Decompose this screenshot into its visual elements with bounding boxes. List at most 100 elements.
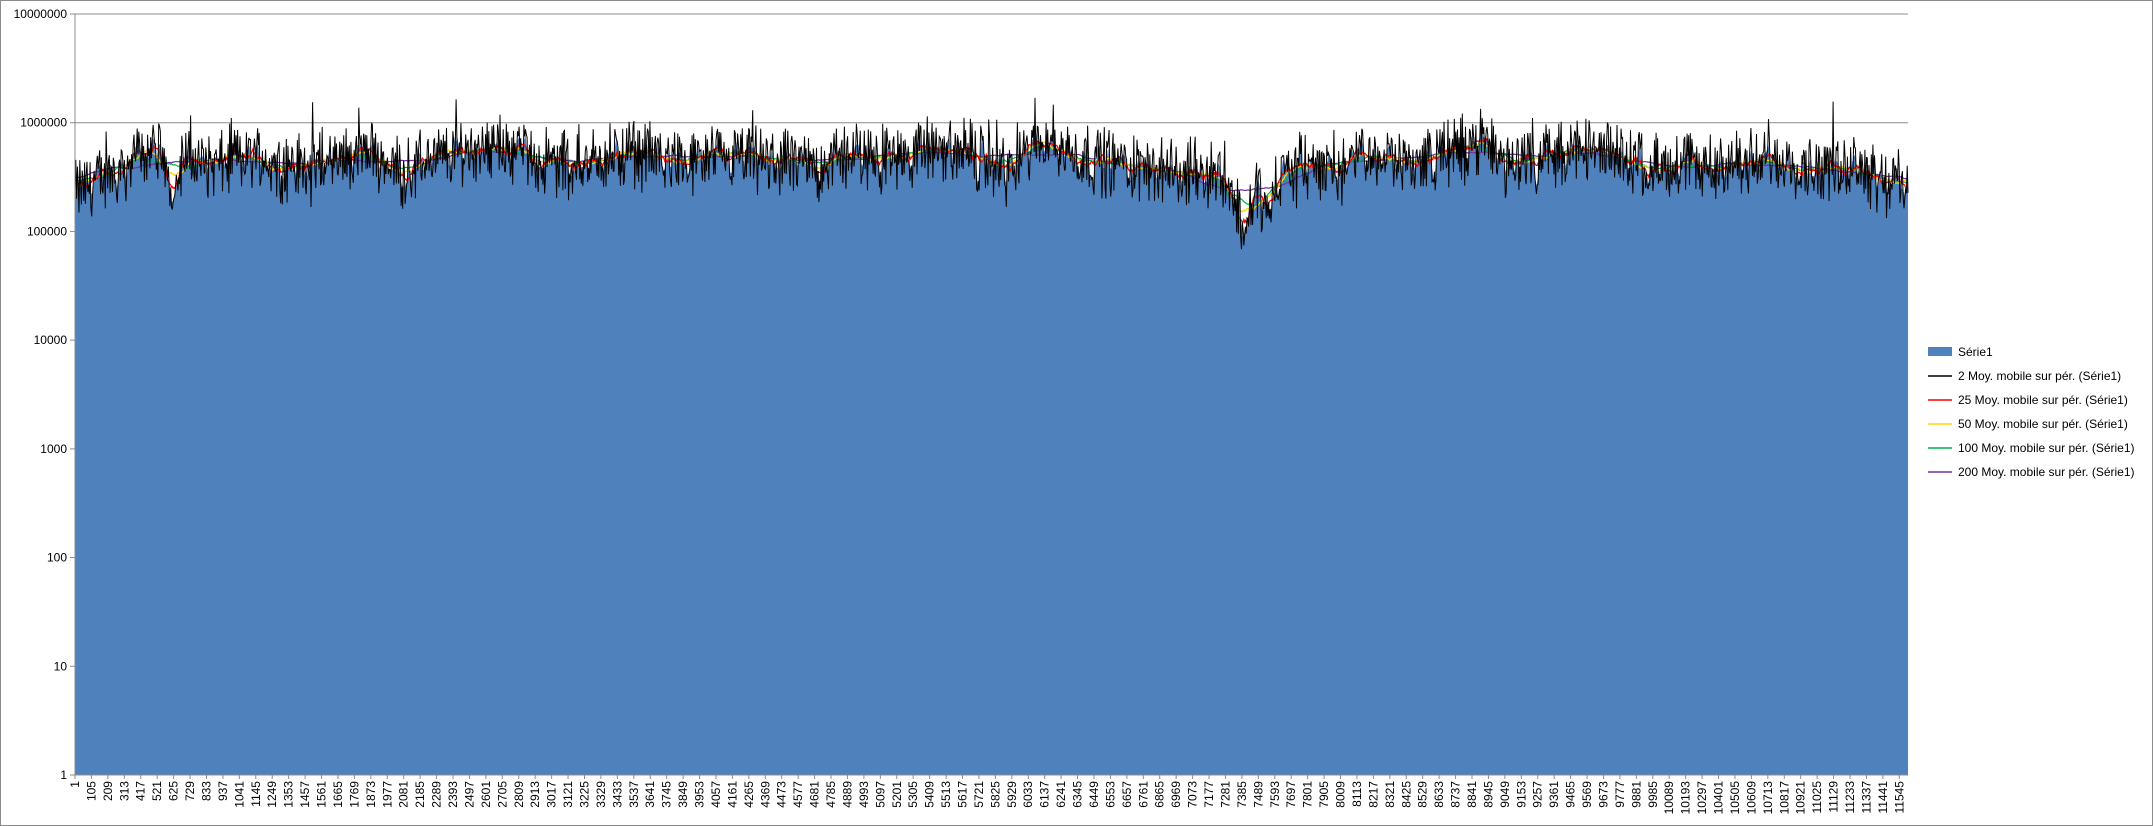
x-tick-label: 3537	[627, 781, 641, 808]
x-tick-label: 7385	[1235, 781, 1249, 808]
x-tick-label: 11337	[1859, 781, 1873, 814]
area-layer	[75, 128, 1908, 776]
grid-layer	[75, 13, 1908, 124]
x-tick-label: 8321	[1383, 781, 1397, 808]
x-tick-label: 1353	[282, 781, 296, 808]
x-tick-label: 8425	[1399, 781, 1413, 808]
x-tick-label: 1041	[232, 781, 246, 808]
y-tick-label: 1	[60, 768, 67, 782]
x-tick-label: 1457	[298, 781, 312, 808]
x-tick-label: 7801	[1301, 781, 1315, 808]
x-tick-label: 6137	[1038, 781, 1052, 808]
x-tick-label: 9257	[1531, 781, 1545, 808]
x-tick-labels: 1 105 209 313 417 521 625 729 833 937 1041 1145 1249…	[68, 775, 1906, 814]
x-tick-label: 9153	[1514, 781, 1528, 808]
x-tick-label: 8009	[1334, 781, 1348, 808]
x-tick-label: 2809	[512, 781, 526, 808]
x-tick-label: 3121	[561, 781, 575, 808]
x-tick-label: 1561	[315, 781, 329, 808]
x-tick-label: 6553	[1103, 781, 1117, 808]
series-line-1	[74, 97, 1909, 250]
x-tick-label: 2081	[397, 781, 411, 808]
x-tick-label: 521	[150, 781, 164, 801]
y-tick-labels: 1 10 100 1000 10000 100000 1000000 10000000	[14, 7, 75, 782]
legend: Série1 2 Moy. mobile sur pér. (Série1) 25 …	[1928, 345, 2135, 479]
x-tick-label: 10817	[1777, 781, 1791, 815]
x-tick-label: 5097	[873, 781, 887, 808]
x-tick-label: 10713	[1761, 781, 1775, 815]
legend-label: 50 Moy. mobile sur pér. (Série1)	[1958, 417, 2128, 431]
x-tick-label: 8737	[1449, 781, 1463, 808]
x-tick-label: 9465	[1564, 781, 1578, 808]
x-tick-label: 3953	[693, 781, 707, 808]
x-tick-label: 6033	[1021, 781, 1035, 808]
x-tick-label: 8841	[1465, 781, 1479, 808]
x-tick-label: 11233	[1843, 781, 1857, 814]
x-tick-label: 7489	[1251, 781, 1265, 808]
x-tick-label: 937	[216, 781, 230, 801]
x-tick-label: 9777	[1613, 781, 1627, 808]
x-tick-label: 2393	[446, 781, 460, 808]
x-tick-label: 5929	[1005, 781, 1019, 808]
x-tick-label: 6761	[1136, 781, 1150, 808]
x-tick-label: 9881	[1629, 781, 1643, 808]
x-tick-label: 313	[117, 781, 131, 801]
legend-label: 2 Moy. mobile sur pér. (Série1)	[1958, 369, 2121, 383]
y-tick-label: 100	[47, 551, 67, 565]
x-tick-label: 6865	[1153, 781, 1167, 808]
x-tick-label: 4369	[758, 781, 772, 808]
x-tick-label: 625	[167, 781, 181, 801]
y-tick-label: 100000	[27, 224, 67, 238]
x-tick-label: 5825	[988, 781, 1002, 808]
x-tick-label: 4161	[725, 781, 739, 808]
x-tick-label: 833	[199, 781, 213, 801]
x-tick-label: 417	[134, 781, 148, 801]
x-tick-label: 3225	[577, 781, 591, 808]
x-tick-label: 9361	[1547, 781, 1561, 808]
x-tick-label: 1249	[265, 781, 279, 808]
x-tick-label: 4265	[742, 781, 756, 808]
x-tick-label: 9673	[1596, 781, 1610, 808]
x-tick-label: 3017	[545, 781, 559, 808]
x-tick-label: 4993	[857, 781, 871, 808]
x-tick-label: 8945	[1481, 781, 1495, 808]
x-tick-label: 9985	[1646, 781, 1660, 808]
axis-layer	[74, 14, 1908, 776]
x-tick-label: 5409	[923, 781, 937, 808]
x-tick-label: 6969	[1169, 781, 1183, 808]
x-tick-label: 7593	[1268, 781, 1282, 808]
x-tick-label: 11441	[1876, 781, 1890, 814]
y-tick-label: 1000000	[20, 116, 67, 130]
series-serie1-area	[75, 128, 1908, 776]
x-tick-label: 9049	[1498, 781, 1512, 808]
x-tick-label: 2185	[413, 781, 427, 808]
x-tick-label: 10921	[1794, 781, 1808, 815]
x-tick-label: 4577	[791, 781, 805, 808]
x-tick-label: 5201	[890, 781, 904, 808]
x-tick-label: 8113	[1350, 781, 1364, 807]
x-tick-label: 2705	[495, 781, 509, 808]
x-tick-label: 6449	[1087, 781, 1101, 808]
x-tick-label: 3849	[676, 781, 690, 808]
x-tick-label: 11545	[1892, 781, 1906, 814]
x-tick-label: 10089	[1662, 781, 1676, 815]
x-tick-label: 10609	[1744, 781, 1758, 815]
x-tick-label: 2289	[430, 781, 444, 808]
x-tick-label: 7177	[1202, 781, 1216, 808]
x-tick-label: 8529	[1416, 781, 1430, 808]
x-tick-label: 4473	[775, 781, 789, 808]
x-tick-label: 4681	[808, 781, 822, 808]
x-tick-label: 3329	[594, 781, 608, 808]
x-tick-label: 5617	[956, 781, 970, 808]
legend-swatch	[1928, 347, 1952, 356]
x-tick-label: 2913	[528, 781, 542, 808]
x-tick-label: 209	[101, 781, 115, 801]
x-tick-label: 8217	[1366, 781, 1380, 808]
x-tick-label: 1665	[331, 781, 345, 808]
x-tick-label: 7281	[1218, 781, 1232, 808]
x-tick-label: 7697	[1284, 781, 1298, 808]
legend-label: 100 Moy. mobile sur pér. (Série1)	[1958, 441, 2135, 455]
x-tick-label: 3433	[610, 781, 624, 808]
x-tick-label: 10193	[1679, 781, 1693, 815]
x-tick-label: 5305	[906, 781, 920, 808]
